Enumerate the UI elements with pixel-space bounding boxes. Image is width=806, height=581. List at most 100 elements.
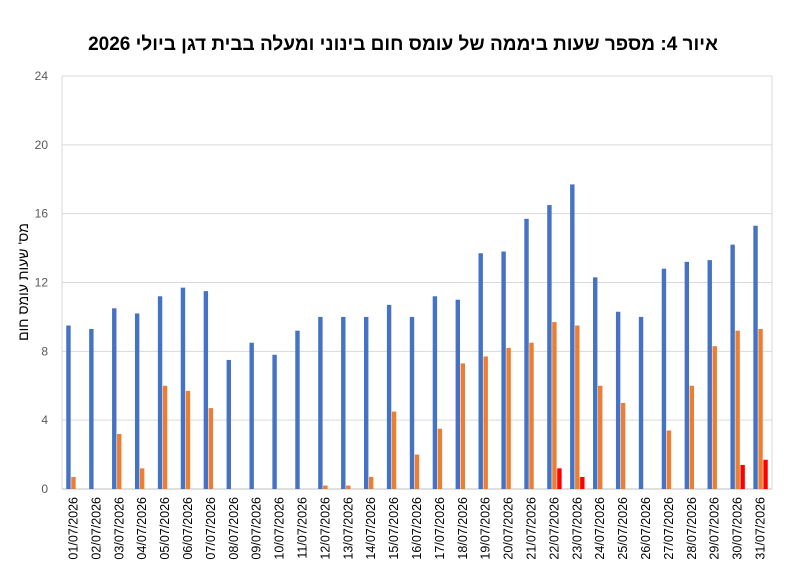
bar-series2-22/07/2026 — [552, 322, 557, 489]
bar-series1-10/07/2026 — [272, 354, 277, 489]
bar-series2-07/07/2026 — [208, 408, 214, 489]
bar-series1-24/07/2026 — [593, 277, 598, 489]
bar-series1-28/07/2026 — [684, 261, 690, 489]
bar-series1-30/07/2026 — [730, 244, 735, 489]
x-tick-label: 04/07/2026 — [135, 497, 149, 560]
x-tick-label: 30/07/2026 — [731, 497, 745, 560]
bar-series1-11/07/2026 — [295, 330, 300, 489]
x-tick-label: 20/07/2026 — [502, 497, 516, 560]
y-tick-label: 20 — [35, 138, 49, 152]
bar-series1-27/07/2026 — [661, 268, 667, 489]
bar-series2-24/07/2026 — [598, 385, 603, 489]
bar-series1-20/07/2026 — [501, 251, 506, 489]
bar-series2-12/07/2026 — [323, 485, 328, 489]
bar-series3-31/07/2026 — [763, 459, 768, 489]
x-tick-label: 14/07/2026 — [364, 497, 378, 560]
x-tick-label: 21/07/2026 — [525, 497, 539, 560]
x-tick-label: 10/07/2026 — [273, 497, 287, 560]
bar-series1-22/07/2026 — [547, 205, 552, 489]
y-tick-label: 24 — [35, 69, 49, 83]
bar-series2-30/07/2026 — [735, 330, 740, 489]
x-tick-label: 05/07/2026 — [158, 497, 172, 560]
x-tick-label: 22/07/2026 — [547, 497, 561, 560]
bar-series2-16/07/2026 — [414, 454, 420, 489]
x-tick-label: 06/07/2026 — [181, 497, 195, 560]
y-tick-label: 16 — [35, 207, 49, 221]
bar-series1-07/07/2026 — [203, 291, 209, 489]
bar-series2-05/07/2026 — [162, 385, 168, 489]
bar-series3-23/07/2026 — [580, 476, 585, 489]
bar-series2-25/07/2026 — [620, 402, 626, 489]
bar-series1-16/07/2026 — [409, 316, 415, 489]
bar-series3-30/07/2026 — [740, 464, 745, 489]
x-tick-label: 01/07/2026 — [66, 497, 80, 560]
bar-series2-14/07/2026 — [368, 476, 374, 489]
y-tick-label: 0 — [41, 482, 48, 496]
bar-series1-02/07/2026 — [89, 328, 94, 489]
bar-series3-22/07/2026 — [557, 468, 562, 489]
x-tick-label: 09/07/2026 — [250, 497, 264, 560]
x-tick-labels: 01/07/2026 02/07/2026 03/07/2026 04/07/2026… — [66, 497, 767, 560]
bar-series2-18/07/2026 — [460, 363, 466, 489]
x-tick-label: 28/07/2026 — [685, 497, 699, 560]
bar-series1-25/07/2026 — [615, 311, 621, 489]
x-tick-label: 16/07/2026 — [410, 497, 424, 560]
x-tick-label: 15/07/2026 — [387, 497, 401, 560]
x-tick-label: 31/07/2026 — [754, 497, 768, 560]
bar-series2-27/07/2026 — [666, 430, 672, 489]
bar-series2-17/07/2026 — [437, 428, 443, 489]
bar-series2-03/07/2026 — [117, 433, 122, 489]
bar-series1-09/07/2026 — [249, 342, 254, 489]
x-tick-label: 11/07/2026 — [295, 497, 309, 559]
x-tick-label: 07/07/2026 — [204, 497, 218, 560]
bar-series2-31/07/2026 — [758, 328, 763, 489]
bar-series1-04/07/2026 — [134, 313, 140, 489]
bar-series1-18/07/2026 — [455, 299, 461, 489]
chart-title: איור 4: מספר שעות ביממה של עומס חום בינו… — [88, 34, 718, 55]
bar-series2-20/07/2026 — [506, 347, 511, 489]
bar-series1-12/07/2026 — [318, 316, 323, 489]
x-tick-label: 12/07/2026 — [318, 497, 332, 560]
y-tick-labels: 0 4 8 12 16 20 24 — [35, 69, 49, 496]
bar-series2-04/07/2026 — [139, 468, 145, 489]
x-tick-label: 27/07/2026 — [662, 497, 676, 560]
x-tick-label: 26/07/2026 — [639, 497, 653, 560]
bar-series1-08/07/2026 — [226, 359, 231, 489]
bar-series1-17/07/2026 — [432, 296, 438, 489]
bar-series2-21/07/2026 — [529, 342, 534, 489]
x-tick-label: 19/07/2026 — [479, 497, 493, 560]
bar-series2-19/07/2026 — [483, 356, 488, 489]
bar-series1-21/07/2026 — [524, 218, 529, 489]
bar-series1-05/07/2026 — [157, 296, 163, 489]
bar-series1-06/07/2026 — [180, 287, 186, 489]
bar-series1-14/07/2026 — [363, 316, 369, 489]
bar-series2-13/07/2026 — [346, 485, 351, 489]
x-tick-label: 02/07/2026 — [89, 497, 103, 560]
y-tick-label: 8 — [41, 344, 48, 358]
x-tick-label: 18/07/2026 — [456, 497, 470, 560]
x-tick-label: 17/07/2026 — [433, 497, 447, 560]
x-tick-label: 29/07/2026 — [708, 497, 722, 560]
bar-series1-01/07/2026 — [66, 325, 71, 489]
bars — [66, 184, 768, 489]
x-tick-label: 25/07/2026 — [616, 497, 630, 560]
bar-series1-03/07/2026 — [112, 308, 117, 489]
y-tick-label: 12 — [35, 276, 49, 290]
gridlines — [61, 75, 773, 490]
bar-series1-15/07/2026 — [386, 304, 392, 489]
bar-series1-31/07/2026 — [753, 225, 758, 489]
bar-series2-29/07/2026 — [712, 346, 717, 489]
bar-series1-19/07/2026 — [478, 253, 483, 489]
bar-series1-29/07/2026 — [707, 260, 712, 489]
y-axis-label: מס' שעות עומס חום — [15, 223, 31, 341]
x-tick-label: 08/07/2026 — [227, 497, 241, 560]
x-tick-label: 13/07/2026 — [341, 497, 355, 560]
bar-series2-06/07/2026 — [185, 390, 191, 489]
bar-series2-28/07/2026 — [689, 385, 695, 489]
bar-series2-15/07/2026 — [391, 411, 397, 489]
bar-series1-13/07/2026 — [341, 316, 346, 489]
bar-series1-26/07/2026 — [638, 316, 644, 489]
bar-series2-01/07/2026 — [71, 476, 76, 489]
bar-series2-23/07/2026 — [575, 325, 580, 489]
